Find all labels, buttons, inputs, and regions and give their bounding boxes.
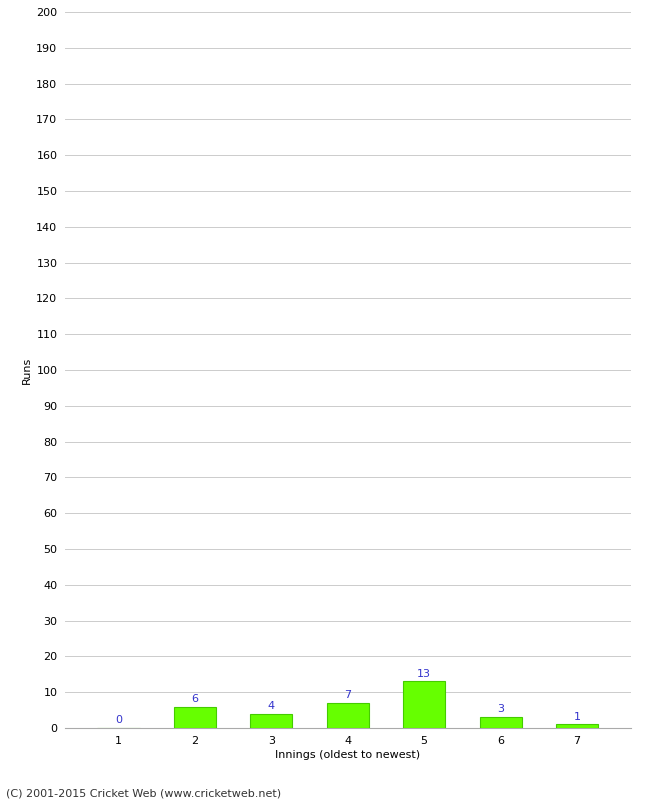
Bar xyxy=(327,703,369,728)
Bar xyxy=(174,706,216,728)
Bar xyxy=(403,682,445,728)
Bar xyxy=(556,725,598,728)
Y-axis label: Runs: Runs xyxy=(22,356,32,384)
Bar xyxy=(480,718,521,728)
Text: (C) 2001-2015 Cricket Web (www.cricketweb.net): (C) 2001-2015 Cricket Web (www.cricketwe… xyxy=(6,789,281,798)
Text: 7: 7 xyxy=(344,690,351,700)
Text: 6: 6 xyxy=(191,694,198,704)
Bar xyxy=(250,714,292,728)
Text: 0: 0 xyxy=(115,715,122,725)
Text: 13: 13 xyxy=(417,669,431,678)
Text: 1: 1 xyxy=(573,711,580,722)
Text: 4: 4 xyxy=(268,701,275,711)
X-axis label: Innings (oldest to newest): Innings (oldest to newest) xyxy=(275,750,421,760)
Text: 3: 3 xyxy=(497,704,504,714)
